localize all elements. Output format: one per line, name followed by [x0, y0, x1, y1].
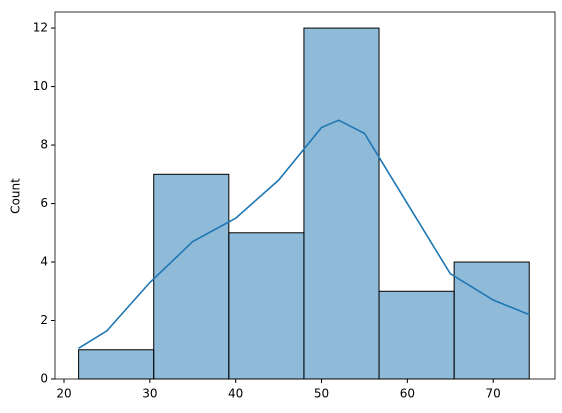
y-tick-label: 6 [40, 196, 48, 210]
bar [228, 232, 305, 380]
y-tick-label: 12 [33, 21, 48, 35]
y-axis-label: Count [9, 178, 23, 214]
x-tick-label: 30 [142, 387, 157, 401]
bar [78, 349, 155, 380]
plot-frame [54, 11, 556, 380]
bar [378, 290, 455, 380]
y-tick-label: 2 [40, 313, 48, 327]
kde-line [78, 119, 530, 349]
x-tick-label: 40 [228, 387, 243, 401]
x-tick-label: 20 [56, 387, 71, 401]
y-tick-label: 8 [40, 138, 48, 152]
x-tick-label: 70 [486, 387, 501, 401]
y-tick-label: 0 [40, 372, 48, 386]
y-tick-label: 10 [33, 79, 48, 93]
x-tick-label: 50 [314, 387, 329, 401]
bar [453, 261, 530, 380]
bar [153, 173, 230, 380]
y-tick-label: 4 [40, 255, 48, 269]
x-tick-label: 60 [400, 387, 415, 401]
bar [303, 27, 380, 380]
